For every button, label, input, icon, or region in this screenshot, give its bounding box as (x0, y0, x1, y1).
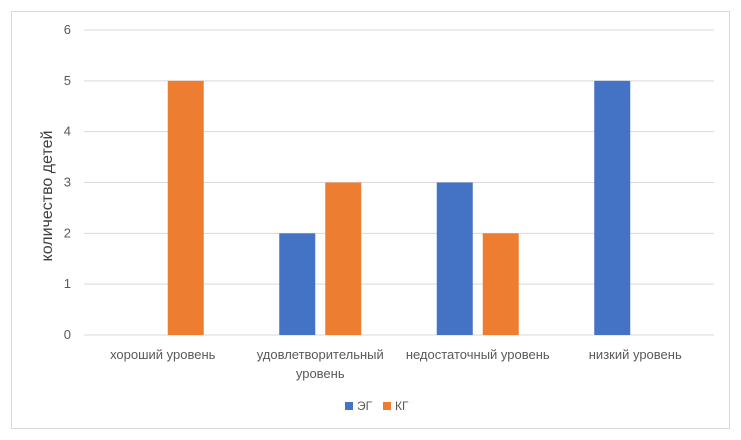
legend-label: КГ (395, 399, 409, 413)
y-axis-ticks: 0 1 2 3 4 5 6 (64, 22, 71, 342)
y-tick-label: 6 (64, 22, 71, 37)
legend: ЭГ КГ (345, 399, 409, 413)
legend-swatch (383, 402, 391, 410)
bar-eg (436, 182, 473, 335)
y-tick-label: 1 (64, 276, 71, 291)
x-axis-ticks: хороший уровень удовлетворительный уровень… (110, 347, 682, 381)
x-tick-label: недостаточный уровень (406, 347, 550, 362)
y-tick-label: 5 (64, 73, 71, 88)
legend-swatch (345, 402, 353, 410)
bar-eg (279, 233, 316, 335)
y-tick-label: 2 (64, 225, 71, 240)
legend-label: ЭГ (357, 399, 373, 413)
x-tick-label: хороший уровень (110, 347, 216, 362)
y-axis-label: количество детей (39, 131, 56, 262)
x-tick-label: низкий уровень (589, 347, 682, 362)
bar-kg (167, 80, 204, 335)
y-tick-label: 0 (64, 327, 71, 342)
bar-kg (482, 233, 519, 335)
y-tick-label: 3 (64, 175, 71, 190)
y-tick-label: 4 (64, 124, 71, 139)
bars (167, 80, 631, 335)
bar-kg (325, 182, 362, 335)
x-tick-label: удовлетворительный (257, 347, 384, 362)
bar-eg (594, 80, 631, 335)
x-tick-label: уровень (296, 366, 345, 381)
